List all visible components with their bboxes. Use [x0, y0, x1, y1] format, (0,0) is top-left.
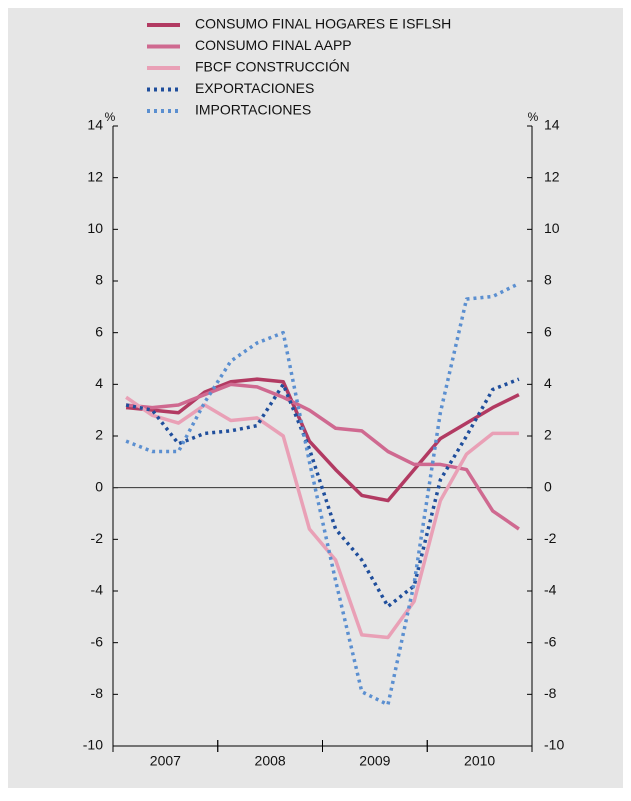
y2-tick-label: 10: [544, 220, 560, 236]
y2-tick-label: -2: [544, 530, 557, 546]
series-line: [125, 382, 520, 531]
x-tick-label: 2007: [150, 753, 181, 769]
y-tick-label: 8: [95, 272, 103, 288]
y-tick-label: 6: [95, 323, 103, 339]
y-unit-right: %: [528, 110, 539, 124]
y2-tick-label: 0: [544, 478, 552, 494]
x-tick-label: 2008: [255, 753, 286, 769]
x-tick-label: 2009: [359, 753, 390, 769]
y-tick-label: -6: [91, 633, 104, 649]
y2-tick-label: -6: [544, 633, 557, 649]
y-tick-label: 2: [95, 427, 103, 443]
y-tick-label: 12: [87, 168, 103, 184]
y2-tick-label: -8: [544, 685, 557, 701]
y-unit-left: %: [105, 110, 116, 124]
y2-tick-label: 8: [544, 272, 552, 288]
y-tick-label: -2: [91, 530, 104, 546]
legend-label: EXPORTACIONES: [195, 80, 314, 96]
panel: [8, 8, 623, 788]
y-tick-label: 4: [95, 375, 103, 391]
y2-tick-label: 4: [544, 375, 552, 391]
y2-tick-label: 14: [544, 117, 560, 133]
legend-label: CONSUMO FINAL HOGARES E ISFLSH: [195, 16, 451, 32]
y-tick-label: -10: [83, 737, 103, 753]
y2-tick-label: 12: [544, 168, 560, 184]
y-tick-label: 10: [87, 220, 103, 236]
y2-tick-label: 2: [544, 427, 552, 443]
y-tick-label: -4: [91, 582, 104, 598]
series-line: [125, 377, 520, 503]
legend-label: IMPORTACIONES: [195, 102, 311, 118]
x-tick-label: 2010: [464, 753, 495, 769]
y2-tick-label: -10: [544, 737, 564, 753]
legend-label: CONSUMO FINAL AAPP: [195, 37, 352, 53]
y-tick-label: 14: [87, 117, 103, 133]
y-tick-label: 0: [95, 478, 103, 494]
y-tick-label: -8: [91, 685, 104, 701]
legend-label: FBCF CONSTRUCCIÓN: [195, 59, 350, 75]
y2-tick-label: 6: [544, 323, 552, 339]
series-line: [125, 395, 519, 640]
y2-tick-label: -4: [544, 582, 557, 598]
